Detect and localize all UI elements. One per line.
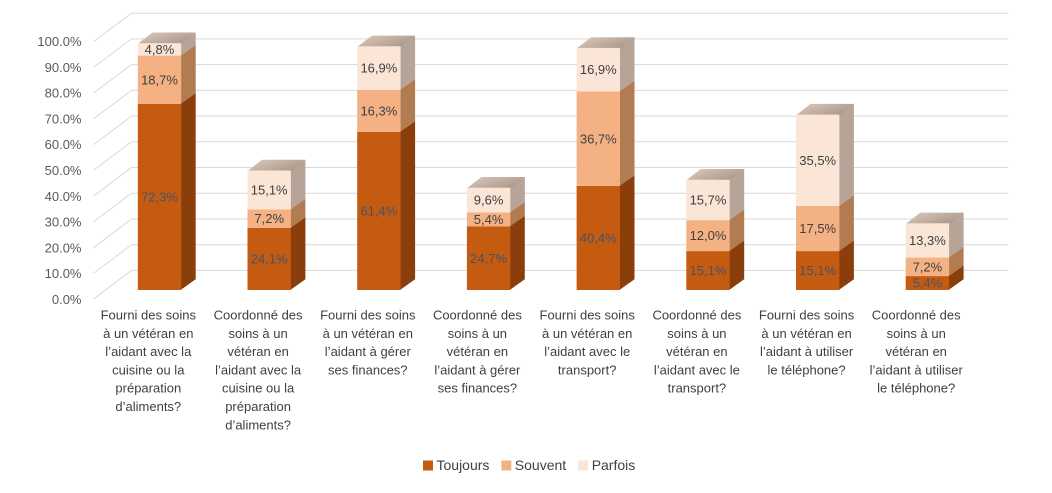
svg-text:40,4%: 40,4%	[580, 231, 617, 246]
svg-text:36,7%: 36,7%	[580, 131, 617, 146]
svg-text:transport?: transport?	[558, 362, 617, 377]
svg-text:90.0%: 90.0%	[45, 60, 82, 75]
svg-text:12,0%: 12,0%	[690, 228, 727, 243]
svg-text:soins à un: soins à un	[887, 326, 946, 341]
svg-text:vétéran en: vétéran en	[666, 344, 727, 359]
svg-text:soins à un: soins à un	[448, 326, 507, 341]
svg-text:0.0%: 0.0%	[52, 292, 82, 307]
svg-text:5,4%: 5,4%	[474, 212, 504, 227]
svg-text:30.0%: 30.0%	[45, 215, 82, 230]
svg-text:à un vétéran en: à un vétéran en	[761, 326, 851, 341]
svg-text:Coordonné des: Coordonné des	[652, 308, 741, 323]
svg-text:soins à un: soins à un	[667, 326, 726, 341]
svg-text:70.0%: 70.0%	[45, 112, 82, 127]
svg-text:15,1%: 15,1%	[251, 183, 288, 198]
svg-text:Fourni des soins: Fourni des soins	[759, 308, 855, 323]
svg-text:préparation: préparation	[225, 399, 291, 414]
svg-text:cuisine ou la: cuisine ou la	[112, 362, 185, 377]
svg-text:à un vétéran en: à un vétéran en	[542, 326, 632, 341]
svg-text:l’aidant à gérer: l’aidant à gérer	[325, 344, 412, 359]
svg-text:Parfois: Parfois	[592, 457, 636, 473]
svg-text:le téléphone?: le téléphone?	[768, 362, 846, 377]
svg-text:4,8%: 4,8%	[145, 42, 175, 57]
svg-text:17,5%: 17,5%	[799, 221, 836, 236]
svg-text:l’aidant à gérer: l’aidant à gérer	[434, 362, 521, 377]
svg-text:80.0%: 80.0%	[45, 86, 82, 101]
svg-text:d’aliments?: d’aliments?	[225, 417, 291, 432]
svg-text:16,9%: 16,9%	[360, 61, 397, 76]
svg-text:40.0%: 40.0%	[45, 189, 82, 204]
svg-text:l’aidant avec le: l’aidant avec le	[654, 362, 740, 377]
svg-text:l’aidant avec la: l’aidant avec la	[105, 344, 192, 359]
svg-text:100.0%: 100.0%	[37, 34, 82, 49]
svg-text:72,3%: 72,3%	[141, 190, 178, 205]
svg-text:13,3%: 13,3%	[909, 233, 946, 248]
svg-text:Coordonné des: Coordonné des	[433, 308, 522, 323]
svg-text:d’aliments?: d’aliments?	[115, 399, 181, 414]
svg-text:61,4%: 61,4%	[360, 204, 397, 219]
svg-text:Coordonné des: Coordonné des	[872, 308, 961, 323]
svg-text:7,2%: 7,2%	[913, 259, 943, 274]
svg-text:9,6%: 9,6%	[474, 193, 504, 208]
svg-text:à un vétéran en: à un vétéran en	[103, 326, 193, 341]
svg-text:18,7%: 18,7%	[141, 72, 178, 87]
svg-text:Toujours: Toujours	[437, 457, 490, 473]
svg-text:60.0%: 60.0%	[45, 137, 82, 152]
svg-text:ses finances?: ses finances?	[328, 362, 408, 377]
svg-text:l’aidant avec la: l’aidant avec la	[215, 362, 302, 377]
svg-text:24,7%: 24,7%	[470, 251, 507, 266]
svg-text:5,4%: 5,4%	[913, 276, 943, 291]
svg-text:50.0%: 50.0%	[45, 163, 82, 178]
svg-text:Fourni des soins: Fourni des soins	[320, 308, 416, 323]
svg-text:15,7%: 15,7%	[690, 193, 727, 208]
svg-text:Coordonné des: Coordonné des	[214, 308, 303, 323]
svg-text:l’aidant avec le: l’aidant avec le	[544, 344, 630, 359]
svg-text:cuisine ou la: cuisine ou la	[222, 381, 295, 396]
svg-text:15,1%: 15,1%	[799, 263, 836, 278]
svg-text:7,2%: 7,2%	[254, 211, 284, 226]
svg-text:Souvent: Souvent	[515, 457, 566, 473]
svg-text:à un vétéran en: à un vétéran en	[323, 326, 413, 341]
svg-text:vétéran en: vétéran en	[447, 344, 508, 359]
svg-text:10.0%: 10.0%	[45, 266, 82, 281]
svg-text:ses finances?: ses finances?	[438, 381, 518, 396]
svg-text:20.0%: 20.0%	[45, 240, 82, 255]
svg-text:Fourni des soins: Fourni des soins	[540, 308, 636, 323]
svg-text:l’aidant à utiliser: l’aidant à utiliser	[870, 362, 964, 377]
svg-text:35,5%: 35,5%	[799, 153, 836, 168]
svg-text:24,1%: 24,1%	[251, 252, 288, 267]
svg-text:15,1%: 15,1%	[690, 263, 727, 278]
svg-text:le téléphone?: le téléphone?	[877, 381, 955, 396]
svg-text:16,9%: 16,9%	[580, 62, 617, 77]
svg-text:soins à un: soins à un	[228, 326, 287, 341]
svg-text:vétéran en: vétéran en	[227, 344, 288, 359]
svg-text:Fourni des soins: Fourni des soins	[101, 308, 197, 323]
svg-text:l’aidant à utiliser: l’aidant à utiliser	[760, 344, 854, 359]
svg-text:vétéran en: vétéran en	[885, 344, 946, 359]
svg-text:transport?: transport?	[668, 381, 727, 396]
svg-text:préparation: préparation	[115, 381, 181, 396]
svg-text:16,3%: 16,3%	[360, 103, 397, 118]
